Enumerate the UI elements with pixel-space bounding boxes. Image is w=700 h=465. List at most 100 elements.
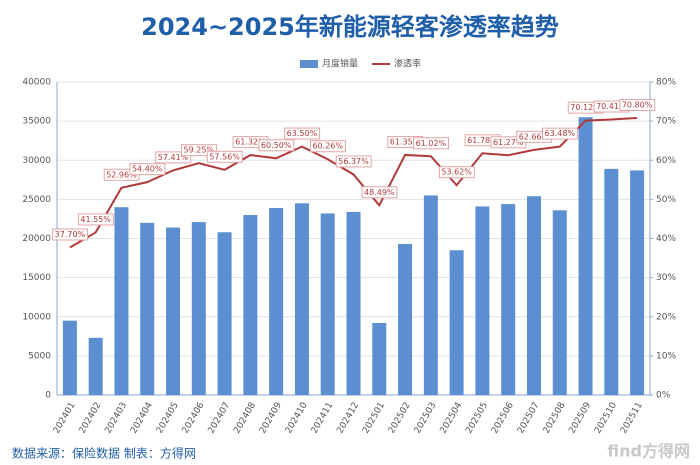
x-tick-label: 202511: [619, 401, 645, 436]
data-label: 57.41%: [158, 153, 189, 162]
data-label-group: 60.26%: [309, 140, 346, 153]
data-label-group: 61.02%: [413, 137, 449, 150]
x-tick-label: 202404: [129, 401, 155, 436]
x-tick-label: 202408: [232, 401, 258, 436]
data-label: 70.41%: [596, 102, 627, 111]
x-tick-label: 202401: [52, 401, 78, 436]
data-label-group: 48.49%: [361, 186, 398, 199]
y-tick-label: 40000: [22, 78, 51, 88]
x-tick-label: 202501: [361, 401, 387, 436]
x-tick-label: 202507: [516, 401, 542, 436]
y2-tick-label: 40%: [656, 234, 676, 244]
data-label: 53.62%: [441, 168, 472, 177]
bar: [578, 117, 593, 396]
data-label-box: [542, 127, 578, 140]
y2-tick-label: 70%: [656, 117, 676, 127]
data-label: 61.35%: [390, 137, 421, 146]
data-label-box: [619, 98, 656, 111]
y-tick-label: 20000: [22, 234, 51, 244]
data-label-box: [258, 139, 295, 152]
x-tick-label: 202503: [413, 401, 439, 436]
legend-label: 月度销量: [322, 58, 358, 70]
x-tick-label: 202508: [542, 401, 568, 436]
bar: [604, 168, 619, 395]
bar: [372, 323, 387, 395]
bar: [88, 337, 103, 395]
data-label-box: [129, 163, 166, 176]
data-label: 61.02%: [416, 139, 447, 148]
data-label: 61.32%: [235, 138, 266, 147]
data-label: 61.78%: [467, 136, 498, 145]
data-label-group: 56.37%: [335, 155, 372, 168]
y2-tick-label: 80%: [656, 78, 676, 88]
bar: [630, 170, 645, 395]
data-label: 63.50%: [287, 129, 318, 138]
x-tick-label: 202406: [181, 401, 207, 436]
data-label-group: 37.70%: [52, 228, 89, 241]
data-label-box: [77, 213, 114, 226]
data-label: 61.27%: [493, 138, 524, 147]
y2-tick-label: 20%: [656, 312, 676, 322]
x-tick-label: 202409: [258, 401, 284, 436]
data-label: 62.66%: [519, 132, 550, 141]
data-label-box: [438, 166, 475, 179]
y-tick-label: 35000: [22, 117, 51, 127]
data-label-box: [155, 151, 192, 164]
data-label-box: [206, 150, 243, 163]
x-tick-label: 202411: [310, 401, 336, 436]
data-label: 60.50%: [261, 141, 292, 150]
y2-tick-label: 60%: [656, 156, 676, 166]
bar: [320, 213, 335, 395]
bar: [449, 250, 464, 395]
y2-tick-label: 30%: [656, 273, 676, 283]
x-tick-label: 202402: [78, 401, 104, 436]
x-tick-label: 202505: [464, 401, 490, 436]
bar: [243, 215, 258, 395]
y-tick-label: 0: [45, 391, 51, 401]
data-label-group: 63.48%: [542, 127, 578, 140]
data-label: 37.70%: [55, 230, 86, 239]
data-label-box: [413, 137, 449, 150]
y2-tick-label: 0%: [656, 391, 671, 401]
data-label: 56.37%: [338, 157, 369, 166]
data-label-group: 63.50%: [284, 127, 321, 140]
chart-title: 2024~2025年新能源轻客渗透率趋势: [141, 13, 559, 41]
x-tick-label: 202410: [284, 401, 310, 436]
data-label-group: 57.41%: [155, 151, 192, 164]
data-label: 63.48%: [545, 129, 576, 138]
bar: [552, 210, 567, 395]
bar: [62, 320, 77, 395]
y-tick-label: 15000: [22, 273, 51, 283]
data-label-box: [361, 186, 398, 199]
y2-tick-label: 50%: [656, 195, 676, 205]
y-tick-label: 5000: [28, 351, 51, 361]
x-tick-label: 202502: [387, 401, 413, 436]
bar: [398, 243, 413, 395]
x-tick-label: 202412: [335, 401, 361, 436]
data-label: 70.80%: [622, 100, 653, 109]
bar: [269, 207, 284, 395]
legend-swatch: [300, 60, 318, 68]
data-label-group: 59.25%: [181, 144, 217, 157]
x-tick-label: 202403: [103, 401, 129, 436]
data-label-group: 54.40%: [129, 163, 166, 176]
y-tick-label: 30000: [22, 156, 51, 166]
bar: [423, 195, 438, 395]
data-label-group: 41.55%: [77, 213, 114, 226]
x-tick-label: 202506: [490, 401, 516, 436]
x-tick-label: 202407: [207, 401, 233, 436]
data-label: 59.25%: [184, 146, 215, 155]
y2-tick-label: 10%: [656, 351, 676, 361]
data-label-group: 53.62%: [438, 166, 475, 179]
data-label: 48.49%: [364, 188, 395, 197]
data-label-group: 60.50%: [258, 139, 295, 152]
data-label-box: [335, 155, 372, 168]
bar: [166, 227, 181, 395]
watermark: find方得网: [607, 442, 690, 461]
bar: [217, 232, 232, 395]
data-label: 60.26%: [312, 142, 343, 151]
data-label-box: [309, 140, 346, 153]
bar: [526, 196, 541, 395]
data-label-box: [284, 127, 321, 140]
